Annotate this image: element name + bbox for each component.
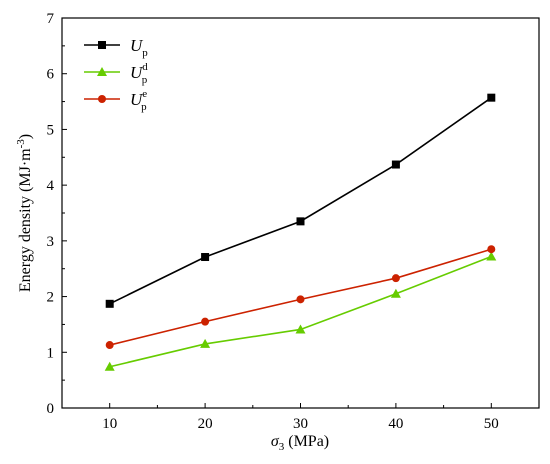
legend-label: Ud p	[130, 61, 148, 86]
y-tick-label: 1	[47, 345, 55, 361]
data-point-square	[105, 299, 114, 308]
legend-label-main: U	[130, 36, 144, 55]
data-point-circle	[487, 245, 496, 254]
data-point-square	[201, 253, 210, 262]
legend-entry: Up	[84, 36, 148, 59]
y-tick-label: 5	[47, 122, 55, 138]
y-tick-label: 3	[47, 234, 55, 250]
x-tick-label: 50	[484, 416, 499, 432]
legend-label: Ue p	[130, 88, 147, 113]
legend-label-sub: p	[142, 47, 148, 59]
data-point-triangle	[200, 338, 211, 348]
y-tick-label: 7	[47, 11, 55, 27]
data-point-circle	[201, 317, 210, 326]
data-point-triangle	[295, 324, 306, 334]
data-point-square	[391, 160, 400, 169]
series-up	[105, 93, 496, 308]
y-tick-label: 0	[47, 401, 55, 417]
data-point-square	[296, 217, 305, 226]
x-axis-unit: (MPa)	[284, 433, 329, 450]
legend-marker-triangle	[97, 67, 107, 76]
y-tick-label: 2	[47, 290, 55, 306]
legend-label-main: U	[130, 63, 144, 82]
x-tick-label: 30	[293, 416, 308, 432]
y-axis-superscript: -3	[15, 139, 27, 149]
x-axis-symbol: σ	[271, 433, 280, 450]
legend-label: Up	[130, 36, 148, 59]
x-tick-label: 10	[102, 416, 117, 432]
data-point-circle	[105, 341, 114, 350]
y-axis-label-end: )	[17, 134, 34, 139]
y-axis-title: Energy density (MJ·m-3)	[15, 134, 34, 292]
data-point-triangle	[486, 251, 497, 261]
data-point-triangle	[390, 288, 401, 298]
x-tick-label: 20	[198, 416, 213, 432]
legend-marker-square	[98, 41, 106, 49]
y-tick-label: 6	[47, 67, 55, 83]
x-tick-label: 40	[388, 416, 403, 432]
data-point-circle	[391, 274, 400, 283]
series-udp	[104, 251, 497, 371]
x-axis-subscript: 3	[279, 441, 285, 453]
y-tick-label: 4	[47, 178, 55, 194]
series-layer	[104, 93, 497, 371]
legend-entry: Ue p	[84, 88, 147, 113]
legend-label-sub: p	[141, 101, 147, 113]
series-line	[109, 97, 492, 305]
data-point-circle	[296, 295, 305, 304]
legend-label-sup: d	[142, 61, 148, 73]
legend-label-sub: p	[142, 74, 148, 86]
data-point-triangle	[104, 361, 115, 371]
legend-label-sup: e	[142, 88, 147, 100]
legend-entry: Ud p	[84, 61, 148, 86]
legend-label-main: U	[130, 90, 144, 109]
data-point-square	[487, 93, 496, 102]
y-axis-label: Energy density (MJ·m	[17, 148, 34, 292]
legend-marker-circle	[98, 95, 106, 103]
ticks-layer: 0 1 2 3 4 5 6 7 10 20 30 40 50	[47, 11, 540, 432]
x-axis-title: σ3 (MPa)	[271, 433, 329, 453]
series-line	[109, 255, 492, 368]
series-uep	[105, 245, 496, 350]
